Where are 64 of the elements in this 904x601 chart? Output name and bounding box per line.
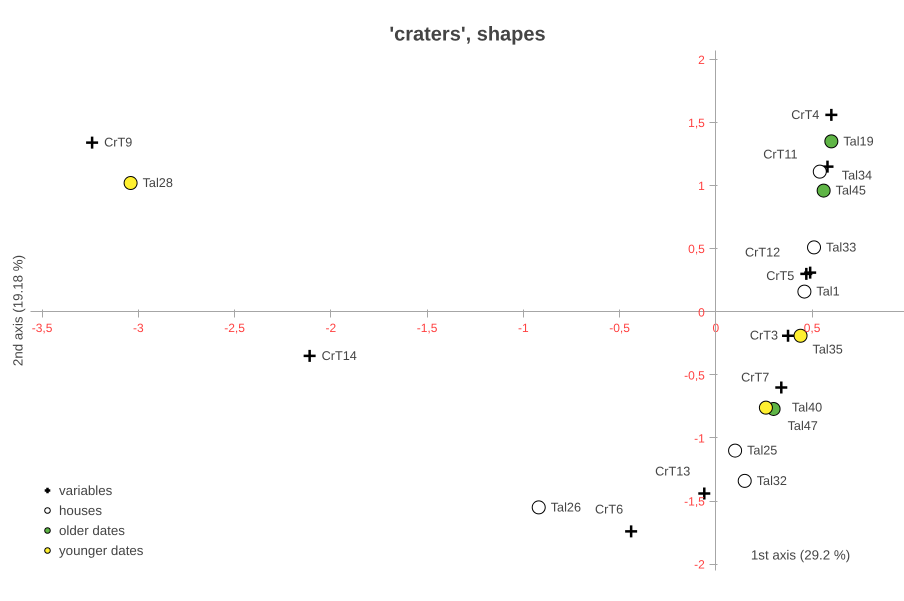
point	[799, 266, 814, 282]
point	[807, 240, 822, 254]
point	[780, 328, 796, 343]
data-label: Tal28	[142, 176, 173, 190]
data-label: CrT9	[104, 136, 132, 150]
data-label: CrT14	[322, 348, 357, 363]
x-tick-label: -3	[132, 320, 144, 335]
y-tick-label: -2	[694, 558, 706, 572]
x-tick-label: -3,5	[32, 320, 53, 335]
data-label: Tal26	[550, 500, 581, 514]
data-label: Tal35	[812, 342, 843, 357]
y-tick-label: 1	[698, 179, 706, 194]
y-tick-label: 0,5	[688, 242, 706, 256]
x-tick-label: -1	[518, 320, 529, 335]
point	[728, 444, 742, 458]
chart-title: 'craters', shapes	[389, 24, 546, 46]
legend-label: younger dates	[59, 542, 144, 558]
point	[758, 400, 773, 415]
point	[797, 284, 812, 299]
x-tick-label: -1,5	[416, 320, 438, 335]
data-label: Tal1	[816, 284, 840, 299]
data-label: CrT3	[750, 328, 778, 343]
legend-label: houses	[59, 502, 102, 518]
data-label: Tal34	[842, 168, 872, 183]
point	[824, 134, 838, 148]
data-label: CrT7	[741, 370, 770, 384]
y-tick-label: 0	[698, 305, 706, 320]
y-tick-label: -0,5	[684, 368, 706, 382]
point	[532, 500, 546, 514]
point	[124, 176, 138, 190]
data-label: Tal19	[843, 134, 874, 148]
data-label: CrT6	[595, 502, 624, 516]
y-axis-title: 2nd axis (19.18 %)	[10, 254, 26, 366]
point	[824, 108, 839, 122]
point	[84, 135, 100, 150]
y-tick-label: -1	[694, 431, 706, 446]
x-tick-label: -2,5	[224, 320, 246, 335]
point	[816, 184, 831, 198]
data-label: CrT12	[745, 246, 780, 260]
point	[624, 524, 638, 539]
data-label: Tal47	[788, 418, 818, 433]
legend-label: variables	[59, 482, 112, 498]
data-label: CrT13	[655, 464, 690, 479]
x-tick-label: 0,5	[804, 320, 821, 335]
x-axis-title: 1st axis (29.2 %)	[750, 548, 850, 562]
point	[302, 348, 317, 364]
data-label: CrT4	[791, 108, 820, 122]
data-label: Tal33	[826, 240, 856, 254]
point	[738, 474, 752, 488]
y-tick-label: 2	[698, 52, 706, 67]
data-label: Tal45	[836, 184, 866, 198]
data-label: Tal32	[756, 474, 787, 488]
y-tick-label: 1,5	[688, 116, 706, 130]
legend-label: older dates	[59, 522, 125, 538]
x-tick-label: -2	[325, 320, 336, 335]
point	[802, 265, 818, 280]
data-label: CrT11	[763, 148, 798, 162]
point	[774, 380, 789, 395]
y-tick-label: -1,5	[684, 494, 706, 509]
x-tick-label: -0,5	[609, 320, 630, 335]
data-label: Tal25	[747, 444, 778, 458]
point	[812, 164, 827, 179]
data-label: CrT5	[766, 268, 794, 283]
data-label: Tal40	[792, 400, 822, 415]
